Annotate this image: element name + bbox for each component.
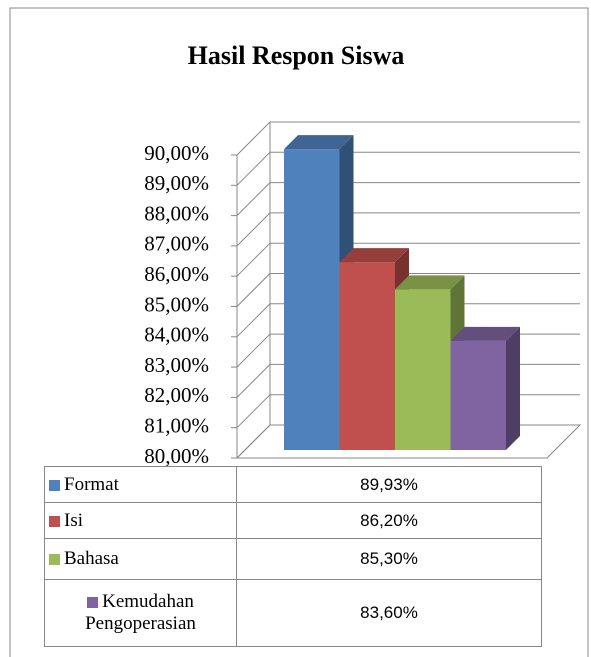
table-row: Format 89,93% <box>44 466 542 503</box>
legend-label: Format <box>64 473 119 495</box>
y-tick-label: 88,00% <box>144 201 209 225</box>
value-label: 83,60% <box>236 579 542 647</box>
legend-cell: Isi <box>44 502 237 539</box>
legend-swatch <box>49 554 60 566</box>
y-tick-label: 81,00% <box>144 414 209 438</box>
legend-cell: Bahasa <box>44 538 237 580</box>
grid-line <box>236 273 580 307</box>
y-tick-label: 87,00% <box>144 232 209 256</box>
table-row: Isi 86,20% <box>44 502 542 539</box>
bar-front <box>395 289 451 450</box>
bar <box>450 326 520 450</box>
chart-title: Hasil Respon Siswa <box>188 41 405 70</box>
grid-line <box>236 151 580 186</box>
bar-front <box>450 340 506 450</box>
y-tick-label: 83,00% <box>144 353 209 377</box>
legend-label: Bahasa <box>64 548 119 569</box>
legend-label: Isi <box>64 509 83 531</box>
y-tick-label: 80,00% <box>144 444 209 468</box>
grid-line <box>236 212 580 247</box>
legend-swatch <box>49 479 60 491</box>
bar-front <box>339 262 395 450</box>
value-label: 89,93% <box>236 466 542 503</box>
grid-line <box>236 242 580 277</box>
table-row: Bahasa 85,30% <box>44 538 542 580</box>
bar-top <box>339 248 409 263</box>
value-label: 85,30% <box>236 538 542 580</box>
legend-cell: Kemudahan Pengoperasian <box>44 579 237 647</box>
bar-top <box>395 275 465 290</box>
legend-cell: Format <box>44 466 237 503</box>
grid-line <box>236 182 580 216</box>
legend-swatch <box>87 597 99 609</box>
grid-line <box>236 303 580 338</box>
legend-label: Kemudahan Pengoperasian <box>85 591 196 634</box>
chart-frame <box>9 7 589 657</box>
bar-front <box>284 149 340 450</box>
value-label: 86,20% <box>236 502 542 539</box>
y-tick-label: 84,00% <box>144 323 209 347</box>
y-tick-label: 89,00% <box>144 171 209 195</box>
table-row: Kemudahan Pengoperasian 83,60% <box>44 579 542 647</box>
bar-top <box>450 326 520 341</box>
y-tick-label: 82,00% <box>144 383 209 407</box>
bar-top <box>284 135 354 150</box>
y-tick-label: 85,00% <box>144 292 209 316</box>
data-table: Format 89,93% Isi 86,20% Bahasa 85,30% Kemudah… <box>44 466 542 647</box>
legend-swatch <box>49 515 60 527</box>
y-tick-label: 86,00% <box>144 262 209 286</box>
bar-side <box>506 326 520 450</box>
y-tick-label: 90,00% <box>144 141 209 165</box>
grid-line <box>236 121 580 156</box>
